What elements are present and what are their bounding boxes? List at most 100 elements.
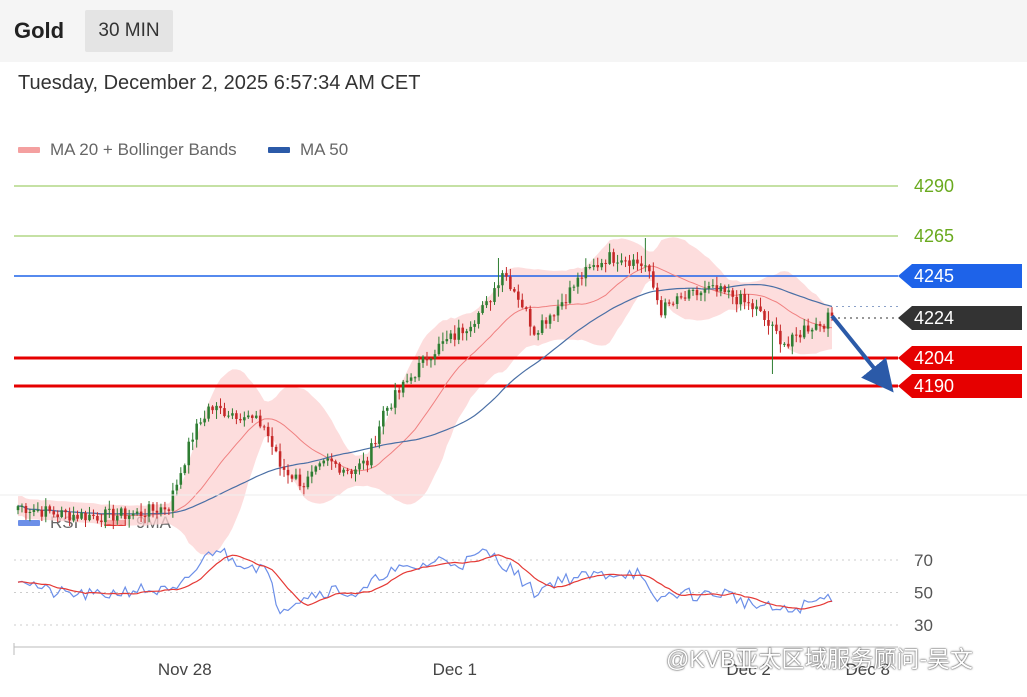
level-tag-4204 bbox=[898, 346, 1022, 370]
level-label-4290: 4290 bbox=[914, 176, 954, 196]
candle-body bbox=[223, 408, 226, 417]
candle-body bbox=[425, 356, 429, 361]
candle-body bbox=[572, 286, 576, 288]
rsi-panel: 70 50 30 bbox=[14, 547, 933, 635]
candle-body bbox=[179, 473, 183, 485]
header-bar: Gold 30 MIN bbox=[0, 0, 1027, 62]
candle-body bbox=[171, 490, 175, 511]
candle-body bbox=[350, 470, 353, 474]
candle-body bbox=[282, 466, 286, 470]
candle-body bbox=[822, 325, 826, 329]
candle-body bbox=[814, 324, 818, 330]
candle-body bbox=[687, 290, 691, 299]
candle-body bbox=[624, 260, 627, 262]
candle-body bbox=[84, 512, 87, 521]
candle-body bbox=[620, 260, 623, 263]
x-axis: Nov 28 Dec 1 Dec 2 Dec 8 bbox=[13, 643, 898, 679]
candle-body bbox=[564, 302, 568, 304]
candle-body bbox=[104, 509, 107, 523]
candle-body bbox=[163, 507, 167, 510]
candle-body bbox=[830, 312, 834, 316]
candle-body bbox=[135, 511, 139, 514]
candle-body bbox=[48, 506, 52, 512]
level-label-4265: 4265 bbox=[914, 226, 954, 246]
candle-body bbox=[378, 426, 381, 444]
candle-body bbox=[243, 417, 246, 421]
candle-body bbox=[405, 380, 409, 382]
candle-body bbox=[258, 415, 262, 427]
candle-body bbox=[632, 259, 635, 266]
candle-body bbox=[191, 439, 194, 442]
candle-body bbox=[421, 356, 425, 363]
candle-body bbox=[199, 422, 202, 424]
candle-body bbox=[147, 504, 151, 517]
candle-body bbox=[528, 308, 532, 327]
candle-body bbox=[358, 463, 361, 470]
price-levels bbox=[14, 185, 898, 388]
candle-body bbox=[719, 286, 723, 292]
candle-body bbox=[715, 285, 719, 292]
timeframe-button[interactable]: 30 MIN bbox=[85, 10, 173, 52]
level-tag-4224 bbox=[898, 306, 1022, 330]
candle-body bbox=[493, 288, 496, 302]
candle-body bbox=[36, 509, 40, 511]
candle-body bbox=[302, 486, 306, 488]
rsi-ma-line bbox=[17, 554, 833, 610]
candle-body bbox=[72, 514, 75, 521]
candle-body bbox=[663, 302, 667, 316]
candle-body bbox=[497, 285, 500, 289]
candle-body bbox=[485, 301, 488, 306]
x-tick-label: Dec 8 bbox=[846, 660, 890, 679]
candle-body bbox=[227, 415, 230, 417]
candle-body bbox=[683, 297, 687, 299]
candle-body bbox=[679, 296, 683, 298]
candle-body bbox=[596, 265, 600, 268]
candle-body bbox=[544, 320, 548, 324]
candle-body bbox=[707, 285, 711, 289]
candle-body bbox=[382, 410, 385, 427]
rsi-tick-50: 50 bbox=[914, 584, 933, 603]
candle-body bbox=[211, 406, 214, 411]
level-tags: 4290 4265 4245 4224 4204 4190 bbox=[898, 176, 1022, 398]
candle-body bbox=[532, 326, 536, 335]
candle-body bbox=[393, 390, 397, 408]
candle-body bbox=[235, 413, 238, 419]
moving-averages bbox=[17, 265, 898, 517]
candle-body bbox=[735, 296, 738, 305]
candle-body bbox=[540, 320, 544, 333]
candle-body bbox=[691, 289, 695, 291]
candle-body bbox=[648, 265, 651, 272]
candle-body bbox=[278, 451, 282, 467]
level-tag-4245 bbox=[898, 264, 1022, 288]
candle-body bbox=[671, 303, 675, 305]
candle-body bbox=[711, 285, 715, 287]
candle-body bbox=[64, 510, 67, 513]
rsi-tick-70: 70 bbox=[914, 551, 933, 570]
candle-body bbox=[636, 259, 639, 264]
candle-body bbox=[826, 312, 830, 329]
candle-body bbox=[139, 511, 143, 517]
rsi-line bbox=[17, 547, 833, 615]
candle-body bbox=[656, 287, 659, 301]
candle-body bbox=[52, 511, 56, 515]
candle-body bbox=[481, 305, 484, 313]
candle-body bbox=[667, 302, 671, 304]
candle-body bbox=[644, 265, 647, 267]
candle-body bbox=[167, 509, 171, 511]
candle-body bbox=[274, 446, 278, 452]
candle-body bbox=[266, 426, 270, 437]
candle-body bbox=[465, 331, 468, 334]
candle-body bbox=[600, 262, 603, 268]
candle-body bbox=[231, 413, 234, 416]
candle-body bbox=[195, 423, 198, 440]
candle-body bbox=[330, 458, 333, 462]
candle-body bbox=[461, 327, 465, 334]
candle-body bbox=[16, 506, 20, 511]
candle-body bbox=[76, 514, 79, 519]
candle-body bbox=[723, 286, 727, 293]
level-tag-label-4190: 4190 bbox=[914, 376, 954, 396]
candle-body bbox=[397, 390, 401, 393]
candle-body bbox=[20, 505, 24, 507]
candle-body bbox=[739, 294, 742, 305]
candle-body bbox=[401, 381, 405, 393]
